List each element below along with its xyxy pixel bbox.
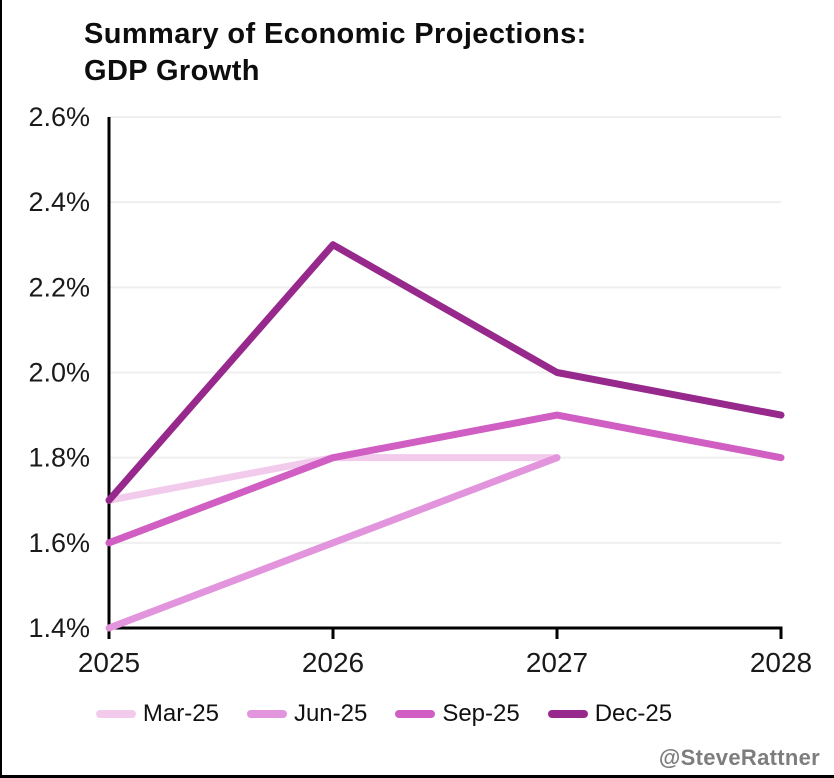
legend-item-dec-25: Dec-25 [547, 700, 673, 728]
y-tick-label: 1.6% [28, 528, 90, 558]
series-line-mar-25 [105, 454, 561, 504]
y-tick-label: 2.4% [28, 187, 90, 217]
chart-legend: Mar-25 Jun-25 Sep-25 Dec-25 [2, 700, 834, 728]
chart-title-line1: Summary of Economic Projections: [84, 18, 587, 50]
y-tick-label: 1.8% [28, 443, 90, 473]
y-tick-label: 2.2% [28, 272, 90, 302]
watermark-credit: @SteveRattner [658, 745, 820, 770]
legend-swatch-dec-25 [547, 710, 588, 718]
series-line-dec-25 [105, 241, 785, 504]
y-tick-label: 2.6% [28, 102, 90, 132]
series-line-sep-25 [105, 411, 785, 547]
legend-label-mar-25: Mar-25 [142, 700, 219, 727]
chart-title-line2: GDP Growth [84, 55, 260, 87]
legend-label-dec-25: Dec-25 [594, 700, 673, 727]
legend-swatch-sep-25 [395, 710, 436, 718]
legend-swatch-jun-25 [246, 710, 287, 718]
legend-label-jun-25: Jun-25 [293, 700, 368, 727]
y-tick-label: 1.4% [28, 613, 90, 643]
x-tick-label: 2027 [526, 647, 588, 678]
x-tick-label: 2028 [750, 647, 812, 678]
series-line-jun-25 [105, 454, 561, 632]
legend-item-sep-25: Sep-25 [395, 700, 520, 728]
chart-title: Summary of Economic Projections: GDP Gro… [84, 16, 587, 90]
y-tick-label: 2.0% [28, 358, 90, 388]
legend-item-mar-25: Mar-25 [95, 700, 219, 728]
legend-label-sep-25: Sep-25 [442, 700, 520, 727]
legend-swatch-mar-25 [95, 710, 136, 718]
x-tick-label: 2026 [302, 647, 364, 678]
x-tick-label: 2025 [78, 647, 140, 678]
legend-item-jun-25: Jun-25 [246, 700, 368, 728]
